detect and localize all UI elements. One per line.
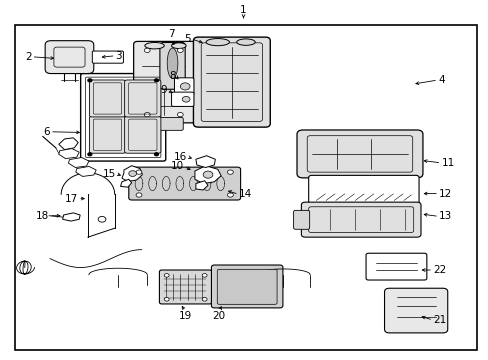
Polygon shape [196,156,215,167]
Text: 11: 11 [441,158,454,168]
FancyBboxPatch shape [147,117,183,130]
Polygon shape [122,166,142,181]
Polygon shape [195,166,221,184]
FancyBboxPatch shape [45,41,94,73]
FancyBboxPatch shape [92,51,123,63]
Text: 1: 1 [240,5,246,15]
Circle shape [88,79,92,82]
FancyBboxPatch shape [89,116,125,153]
Text: 7: 7 [168,29,175,39]
FancyBboxPatch shape [171,92,194,107]
Text: 3: 3 [116,51,122,61]
Text: 2: 2 [25,52,31,62]
Circle shape [177,48,183,53]
Circle shape [136,170,142,174]
Polygon shape [68,157,89,167]
Circle shape [177,112,183,117]
FancyBboxPatch shape [124,116,161,153]
FancyBboxPatch shape [133,41,199,123]
Text: 19: 19 [178,311,191,321]
Polygon shape [196,181,207,190]
Polygon shape [120,179,131,187]
Text: 17: 17 [65,194,78,203]
Circle shape [202,297,206,301]
FancyBboxPatch shape [384,288,447,333]
Circle shape [227,193,233,197]
FancyBboxPatch shape [217,269,277,304]
Polygon shape [59,138,78,150]
Circle shape [154,79,158,82]
Text: 21: 21 [432,315,446,325]
Text: 8: 8 [168,71,175,81]
Text: 15: 15 [102,168,116,179]
Circle shape [180,83,190,90]
Polygon shape [76,166,96,176]
Text: 14: 14 [238,189,251,199]
FancyBboxPatch shape [89,80,125,117]
Ellipse shape [236,39,255,45]
Text: 22: 22 [432,265,446,275]
Text: 13: 13 [438,211,451,221]
Polygon shape [59,149,79,158]
Circle shape [164,297,169,301]
Circle shape [98,216,106,222]
Circle shape [144,48,150,53]
FancyBboxPatch shape [193,37,270,127]
FancyBboxPatch shape [128,167,240,200]
FancyBboxPatch shape [159,270,211,304]
Circle shape [88,153,92,156]
Circle shape [164,274,169,277]
Polygon shape [62,213,80,221]
Circle shape [128,171,136,176]
FancyBboxPatch shape [301,202,420,237]
Text: 10: 10 [170,161,183,171]
Text: 9: 9 [160,85,166,95]
FancyBboxPatch shape [366,253,426,280]
Circle shape [144,112,150,117]
FancyBboxPatch shape [211,265,283,308]
Text: 20: 20 [212,311,225,321]
Ellipse shape [205,39,229,46]
Circle shape [136,193,142,197]
Text: 5: 5 [184,34,191,44]
Circle shape [203,171,212,178]
FancyBboxPatch shape [293,210,309,229]
FancyBboxPatch shape [296,130,422,178]
Ellipse shape [171,43,186,49]
FancyBboxPatch shape [174,78,194,95]
FancyBboxPatch shape [160,42,185,89]
FancyBboxPatch shape [124,80,161,117]
Text: 12: 12 [438,189,451,199]
Ellipse shape [144,42,164,49]
Circle shape [227,170,233,174]
Circle shape [154,153,158,156]
FancyBboxPatch shape [81,73,165,161]
Text: 18: 18 [36,211,49,221]
Circle shape [202,274,206,277]
Text: 4: 4 [437,75,444,85]
Circle shape [182,96,190,102]
Text: 6: 6 [43,127,50,137]
Ellipse shape [167,48,178,78]
FancyBboxPatch shape [308,175,418,205]
Text: 16: 16 [174,152,187,162]
